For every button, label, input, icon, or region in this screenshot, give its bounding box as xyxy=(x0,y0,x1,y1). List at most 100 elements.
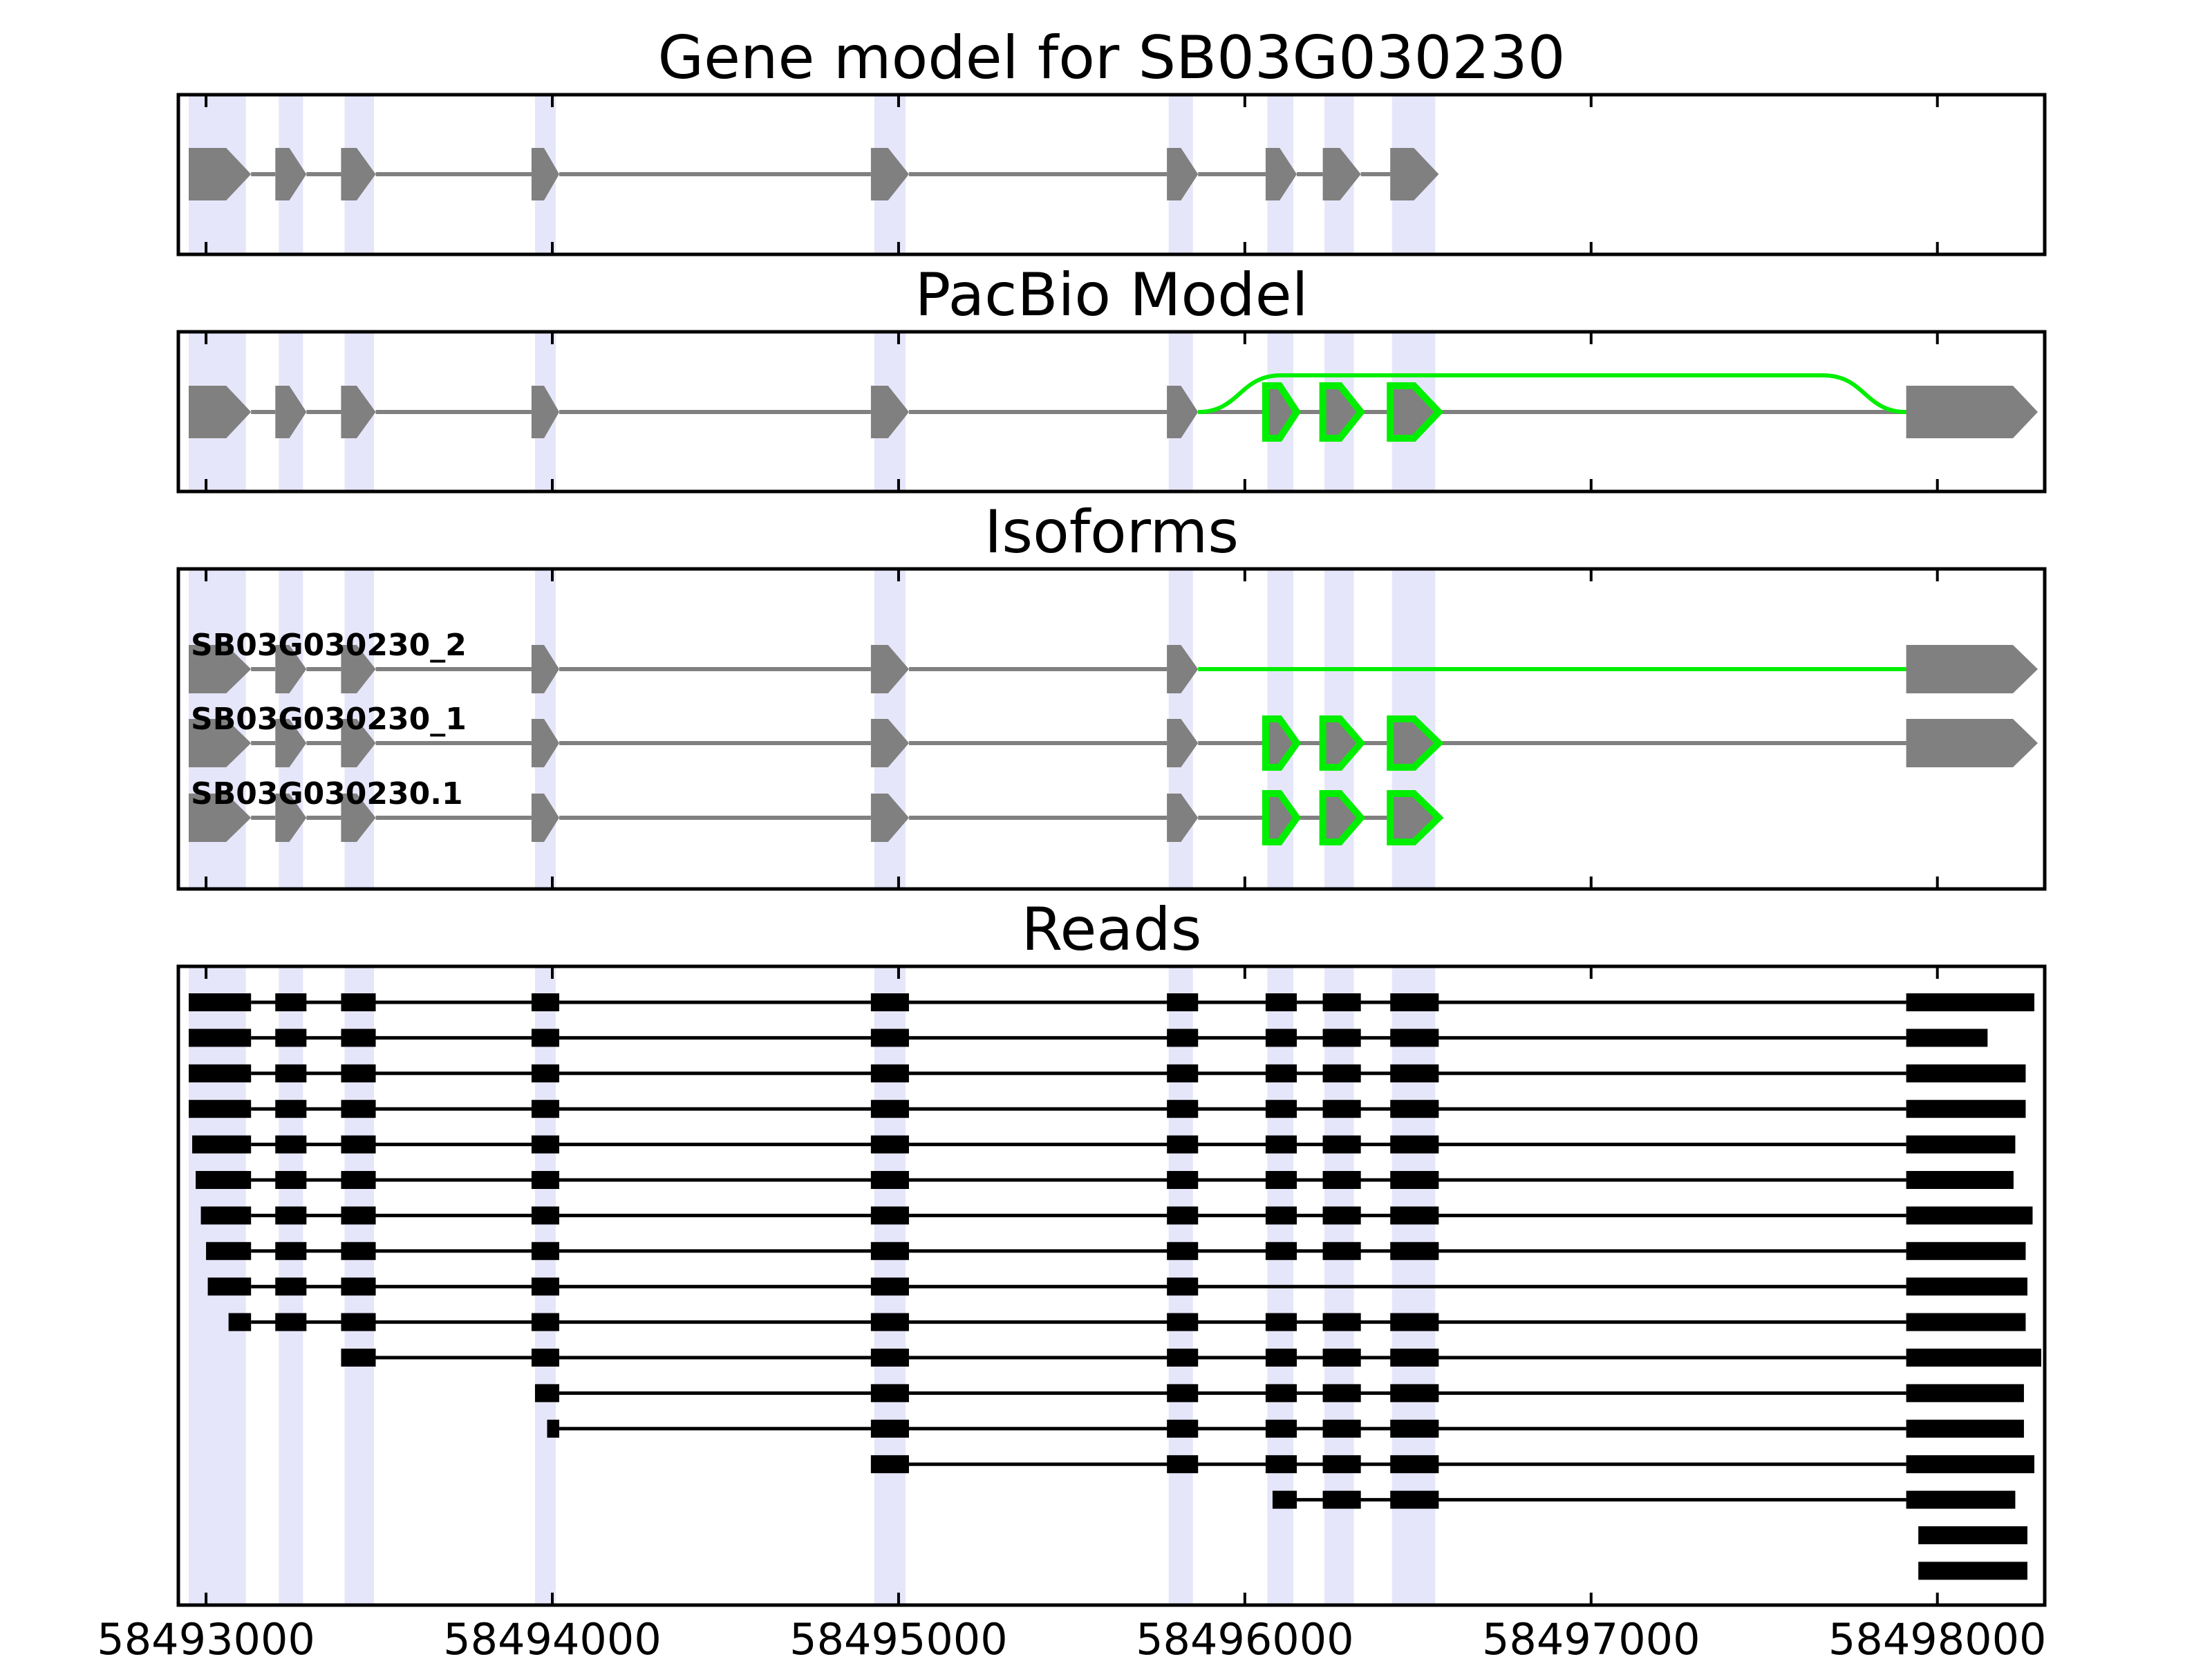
exon-shape xyxy=(189,148,252,200)
exon-shape xyxy=(1262,382,1301,442)
read-row xyxy=(1272,1490,2016,1509)
panel-gene: Gene model for SB03G030230 xyxy=(176,24,2047,256)
read-block xyxy=(870,1029,909,1047)
read-block xyxy=(531,1135,560,1154)
read-row xyxy=(189,1029,1988,1047)
exon-shape xyxy=(1265,148,1297,200)
read-block xyxy=(1390,1029,1439,1047)
read-block xyxy=(870,1100,909,1118)
exon-shape xyxy=(341,386,376,438)
read-block xyxy=(1265,1029,1297,1047)
read-block xyxy=(189,1100,252,1118)
read-block xyxy=(547,1419,560,1438)
exon-shape xyxy=(189,794,252,842)
exon-shape xyxy=(341,794,376,842)
read-block xyxy=(1265,1171,1297,1189)
read-block xyxy=(531,1277,560,1296)
read-block xyxy=(870,1455,909,1474)
read-block xyxy=(189,1029,252,1047)
panel-title: Reads xyxy=(1022,895,1202,964)
read-block xyxy=(1322,1135,1361,1154)
read-block xyxy=(1322,1241,1361,1260)
read-block xyxy=(341,1100,376,1118)
read-block xyxy=(1265,1313,1297,1331)
exon-shape xyxy=(1262,790,1302,845)
read-row xyxy=(206,1241,2026,1260)
x-tick-label: 58494000 xyxy=(443,1614,662,1659)
read-block xyxy=(1167,1384,1199,1403)
exon-shape xyxy=(870,386,909,438)
read-block xyxy=(1390,1384,1439,1403)
read-block xyxy=(1918,1562,2027,1580)
exon-shape xyxy=(531,386,559,438)
x-tick-label: 58498000 xyxy=(1828,1614,2047,1659)
read-block xyxy=(1906,1490,2016,1509)
read-block xyxy=(531,993,560,1011)
read-block xyxy=(341,1029,376,1047)
isoform-label: SB03G030230_2 xyxy=(191,628,467,663)
read-block xyxy=(531,1064,560,1082)
panel-frame xyxy=(176,567,2047,891)
read-block xyxy=(531,1029,560,1047)
exon-shape xyxy=(870,645,909,693)
read-block xyxy=(1167,1419,1199,1438)
read-block xyxy=(1322,1384,1361,1403)
read-block xyxy=(1322,1349,1361,1367)
read-block xyxy=(870,1206,909,1225)
exon-shape xyxy=(1387,790,1444,845)
exon-shape xyxy=(341,148,376,200)
read-block xyxy=(1167,1029,1199,1047)
read-block xyxy=(1322,1171,1361,1189)
read-block xyxy=(1390,993,1439,1011)
read-block xyxy=(1390,1349,1439,1367)
read-block xyxy=(275,1277,307,1296)
isoform-row: SB03G030230_2 xyxy=(189,628,2038,693)
read-block xyxy=(531,1313,560,1331)
read-block xyxy=(341,1241,376,1260)
read-block xyxy=(1906,1349,2041,1367)
exon-shape xyxy=(341,719,376,767)
read-block xyxy=(1322,1419,1361,1438)
read-block xyxy=(1167,1206,1199,1225)
exon-shape xyxy=(1167,719,1199,767)
exon-shape xyxy=(1906,386,2038,438)
panel-title: Isoforms xyxy=(984,498,1239,567)
read-block xyxy=(870,1135,909,1154)
read-block xyxy=(1906,1277,2027,1296)
read-block xyxy=(1906,1100,2026,1118)
read-block xyxy=(1390,1171,1439,1189)
read-block xyxy=(1322,1455,1361,1474)
isoform-row: SB03G030230_1 xyxy=(189,702,2038,771)
exon-shape xyxy=(1319,790,1366,845)
read-block xyxy=(275,1313,307,1331)
read-block xyxy=(275,993,307,1011)
read-block xyxy=(189,1064,252,1082)
exon-shape xyxy=(531,148,559,200)
exon-shape xyxy=(531,794,559,842)
read-block xyxy=(1265,1419,1297,1438)
read-block xyxy=(1322,1490,1361,1509)
exon-shape xyxy=(275,148,307,200)
x-tick-label: 58493000 xyxy=(97,1614,315,1659)
panel-title: PacBio Model xyxy=(915,261,1308,330)
read-block xyxy=(1167,1171,1199,1189)
isoform-label: SB03G030230.1 xyxy=(191,776,463,812)
read-block xyxy=(341,1313,376,1331)
read-block xyxy=(1167,1241,1199,1260)
read-block xyxy=(207,1277,252,1296)
read-row xyxy=(534,1384,2024,1403)
exon-shape xyxy=(1387,382,1444,442)
exon-shape xyxy=(1167,794,1199,842)
read-block xyxy=(1906,993,2034,1011)
read-block xyxy=(1390,1490,1439,1509)
read-row xyxy=(192,1135,2016,1154)
read-block xyxy=(192,1135,252,1154)
read-block xyxy=(531,1241,560,1260)
read-block xyxy=(1167,1100,1199,1118)
read-block xyxy=(341,1206,376,1225)
read-block xyxy=(870,1384,909,1403)
read-block xyxy=(1265,1135,1297,1154)
isoform-label: SB03G030230_1 xyxy=(191,702,467,737)
exon-shape xyxy=(1319,715,1366,771)
read-row xyxy=(341,1349,2041,1367)
